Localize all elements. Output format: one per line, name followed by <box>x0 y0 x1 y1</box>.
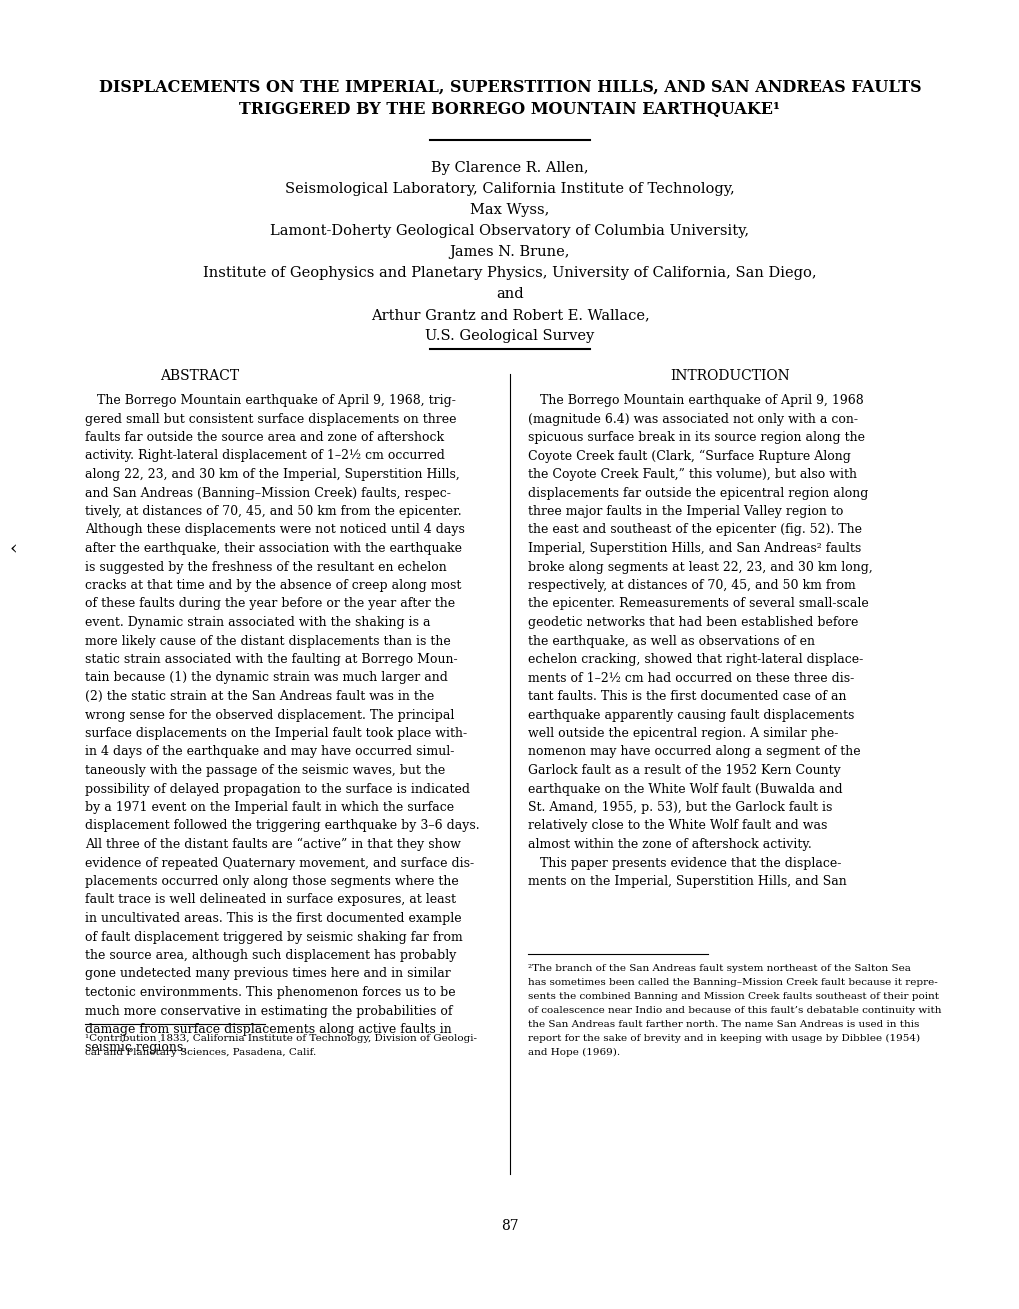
Text: more likely cause of the distant displacements than is the: more likely cause of the distant displac… <box>85 635 450 648</box>
Text: the San Andreas fault farther north. The name San Andreas is used in this: the San Andreas fault farther north. The… <box>528 1020 918 1029</box>
Text: in 4 days of the earthquake and may have occurred simul-: in 4 days of the earthquake and may have… <box>85 746 453 758</box>
Text: along 22, 23, and 30 km of the Imperial, Superstition Hills,: along 22, 23, and 30 km of the Imperial,… <box>85 469 460 480</box>
Text: almost within the zone of aftershock activity.: almost within the zone of aftershock act… <box>528 838 811 851</box>
Text: gered small but consistent surface displacements on three: gered small but consistent surface displ… <box>85 412 457 425</box>
Text: St. Amand, 1955, p. 53), but the Garlock fault is: St. Amand, 1955, p. 53), but the Garlock… <box>528 801 832 814</box>
Text: the earthquake, as well as observations of en: the earthquake, as well as observations … <box>528 635 814 648</box>
Text: ments of 1–2½ cm had occurred on these three dis-: ments of 1–2½ cm had occurred on these t… <box>528 672 854 685</box>
Text: is suggested by the freshness of the resultant en echelon: is suggested by the freshness of the res… <box>85 560 446 573</box>
Text: tant faults. This is the first documented case of an: tant faults. This is the first documente… <box>528 690 846 703</box>
Text: 87: 87 <box>500 1219 519 1233</box>
Text: The Borrego Mountain earthquake of April 9, 1968: The Borrego Mountain earthquake of April… <box>528 394 863 407</box>
Text: By Clarence R. Allen,: By Clarence R. Allen, <box>431 161 588 175</box>
Text: ¹Contribution 1833, California Institute of Technology, Division of Geologi-: ¹Contribution 1833, California Institute… <box>85 1034 477 1043</box>
Text: the epicenter. Remeasurements of several small-scale: the epicenter. Remeasurements of several… <box>528 597 868 610</box>
Text: and San Andreas (Banning–Mission Creek) faults, respec-: and San Andreas (Banning–Mission Creek) … <box>85 487 450 500</box>
Text: All three of the distant faults are “active” in that they show: All three of the distant faults are “act… <box>85 838 461 851</box>
Text: surface displacements on the Imperial fault took place with-: surface displacements on the Imperial fa… <box>85 726 467 740</box>
Text: after the earthquake, their association with the earthquake: after the earthquake, their association … <box>85 542 462 555</box>
Text: the Coyote Creek Fault,” this volume), but also with: the Coyote Creek Fault,” this volume), b… <box>528 469 856 480</box>
Text: faults far outside the source area and zone of aftershock: faults far outside the source area and z… <box>85 431 443 444</box>
Text: displacements far outside the epicentral region along: displacements far outside the epicentral… <box>528 487 867 500</box>
Text: sents the combined Banning and Mission Creek faults southeast of their point: sents the combined Banning and Mission C… <box>528 992 938 1001</box>
Text: and: and <box>495 287 524 301</box>
Text: event. Dynamic strain associated with the shaking is a: event. Dynamic strain associated with th… <box>85 617 430 630</box>
Text: displacement followed the triggering earthquake by 3–6 days.: displacement followed the triggering ear… <box>85 819 479 833</box>
Text: fault trace is well delineated in surface exposures, at least: fault trace is well delineated in surfac… <box>85 894 455 907</box>
Text: DISPLACEMENTS ON THE IMPERIAL, SUPERSTITION HILLS, AND SAN ANDREAS FAULTS: DISPLACEMENTS ON THE IMPERIAL, SUPERSTIT… <box>99 79 920 96</box>
Text: has sometimes been called the Banning–Mission Creek fault because it repre-: has sometimes been called the Banning–Mi… <box>528 978 936 987</box>
Text: well outside the epicentral region. A similar phe-: well outside the epicentral region. A si… <box>528 726 838 740</box>
Text: Institute of Geophysics and Planetary Physics, University of California, San Die: Institute of Geophysics and Planetary Ph… <box>203 266 816 280</box>
Text: and Hope (1969).: and Hope (1969). <box>528 1049 620 1058</box>
Text: INTRODUCTION: INTRODUCTION <box>669 369 789 384</box>
Text: tain because (1) the dynamic strain was much larger and: tain because (1) the dynamic strain was … <box>85 672 447 685</box>
Text: by a 1971 event on the Imperial fault in which the surface: by a 1971 event on the Imperial fault in… <box>85 801 453 814</box>
Text: earthquake on the White Wolf fault (Buwalda and: earthquake on the White Wolf fault (Buwa… <box>528 783 842 796</box>
Text: the east and southeast of the epicenter (fig. 52). The: the east and southeast of the epicenter … <box>528 524 861 537</box>
Text: much more conservative in estimating the probabilities of: much more conservative in estimating the… <box>85 1004 452 1017</box>
Text: taneously with the passage of the seismic waves, but the: taneously with the passage of the seismi… <box>85 764 445 778</box>
Text: in uncultivated areas. This is the first documented example: in uncultivated areas. This is the first… <box>85 912 462 925</box>
Text: nomenon may have occurred along a segment of the: nomenon may have occurred along a segmen… <box>528 746 860 758</box>
Text: Arthur Grantz and Robert E. Wallace,: Arthur Grantz and Robert E. Wallace, <box>370 308 649 322</box>
Text: TRIGGERED BY THE BORREGO MOUNTAIN EARTHQUAKE¹: TRIGGERED BY THE BORREGO MOUNTAIN EARTHQ… <box>239 101 780 118</box>
Text: cal and Planetary Sciences, Pasadena, Calif.: cal and Planetary Sciences, Pasadena, Ca… <box>85 1049 316 1056</box>
Text: three major faults in the Imperial Valley region to: three major faults in the Imperial Valle… <box>528 505 843 518</box>
Text: broke along segments at least 22, 23, and 30 km long,: broke along segments at least 22, 23, an… <box>528 560 872 573</box>
Text: seismic regions.: seismic regions. <box>85 1042 186 1055</box>
Text: respectively, at distances of 70, 45, and 50 km from: respectively, at distances of 70, 45, an… <box>528 579 855 592</box>
Text: Lamont-Doherty Geological Observatory of Columbia University,: Lamont-Doherty Geological Observatory of… <box>270 224 749 238</box>
Text: ABSTRACT: ABSTRACT <box>160 369 239 384</box>
Text: placements occurred only along those segments where the: placements occurred only along those seg… <box>85 874 459 888</box>
Text: report for the sake of brevity and in keeping with usage by Dibblee (1954): report for the sake of brevity and in ke… <box>528 1034 919 1043</box>
Text: U.S. Geological Survey: U.S. Geological Survey <box>425 329 594 343</box>
Text: Max Wyss,: Max Wyss, <box>470 203 549 217</box>
Text: tively, at distances of 70, 45, and 50 km from the epicenter.: tively, at distances of 70, 45, and 50 k… <box>85 505 462 518</box>
Text: activity. Right-lateral displacement of 1–2½ cm occurred: activity. Right-lateral displacement of … <box>85 449 444 462</box>
Text: gone undetected many previous times here and in similar: gone undetected many previous times here… <box>85 967 450 980</box>
Text: possibility of delayed propagation to the surface is indicated: possibility of delayed propagation to th… <box>85 783 470 796</box>
Text: The Borrego Mountain earthquake of April 9, 1968, trig-: The Borrego Mountain earthquake of April… <box>85 394 455 407</box>
Text: wrong sense for the observed displacement. The principal: wrong sense for the observed displacemen… <box>85 708 453 721</box>
Text: of fault displacement triggered by seismic shaking far from: of fault displacement triggered by seism… <box>85 931 463 944</box>
Text: (2) the static strain at the San Andreas fault was in the: (2) the static strain at the San Andreas… <box>85 690 434 703</box>
Text: of these faults during the year before or the year after the: of these faults during the year before o… <box>85 597 454 610</box>
Text: echelon cracking, showed that right-lateral displace-: echelon cracking, showed that right-late… <box>528 653 862 666</box>
Text: cracks at that time and by the absence of creep along most: cracks at that time and by the absence o… <box>85 579 461 592</box>
Text: ²The branch of the San Andreas fault system northeast of the Salton Sea: ²The branch of the San Andreas fault sys… <box>528 963 910 973</box>
Text: (magnitude 6.4) was associated not only with a con-: (magnitude 6.4) was associated not only … <box>528 412 857 425</box>
Text: geodetic networks that had been established before: geodetic networks that had been establis… <box>528 617 858 630</box>
Text: of coalescence near Indio and because of this fault’s debatable continuity with: of coalescence near Indio and because of… <box>528 1007 941 1014</box>
Text: This paper presents evidence that the displace-: This paper presents evidence that the di… <box>528 856 841 869</box>
Text: James N. Brune,: James N. Brune, <box>449 245 570 259</box>
Text: ‹: ‹ <box>10 541 17 558</box>
Text: Imperial, Superstition Hills, and San Andreas² faults: Imperial, Superstition Hills, and San An… <box>528 542 860 555</box>
Text: Seismological Laboratory, California Institute of Technology,: Seismological Laboratory, California Ins… <box>285 182 734 196</box>
Text: tectonic environmments. This phenomenon forces us to be: tectonic environmments. This phenomenon … <box>85 986 455 999</box>
Text: ments on the Imperial, Superstition Hills, and San: ments on the Imperial, Superstition Hill… <box>528 874 846 888</box>
Text: relatively close to the White Wolf fault and was: relatively close to the White Wolf fault… <box>528 819 826 833</box>
Text: static strain associated with the faulting at Borrego Moun-: static strain associated with the faulti… <box>85 653 458 666</box>
Text: Although these displacements were not noticed until 4 days: Although these displacements were not no… <box>85 524 465 537</box>
Text: the source area, although such displacement has probably: the source area, although such displacem… <box>85 949 455 962</box>
Text: spicuous surface break in its source region along the: spicuous surface break in its source reg… <box>528 431 864 444</box>
Text: Coyote Creek fault (Clark, “Surface Rupture Along: Coyote Creek fault (Clark, “Surface Rupt… <box>528 449 850 463</box>
Text: damage from surface displacements along active faults in: damage from surface displacements along … <box>85 1024 451 1035</box>
Text: earthquake apparently causing fault displacements: earthquake apparently causing fault disp… <box>528 708 854 721</box>
Text: evidence of repeated Quaternary movement, and surface dis-: evidence of repeated Quaternary movement… <box>85 856 474 869</box>
Text: Garlock fault as a result of the 1952 Kern County: Garlock fault as a result of the 1952 Ke… <box>528 764 840 778</box>
